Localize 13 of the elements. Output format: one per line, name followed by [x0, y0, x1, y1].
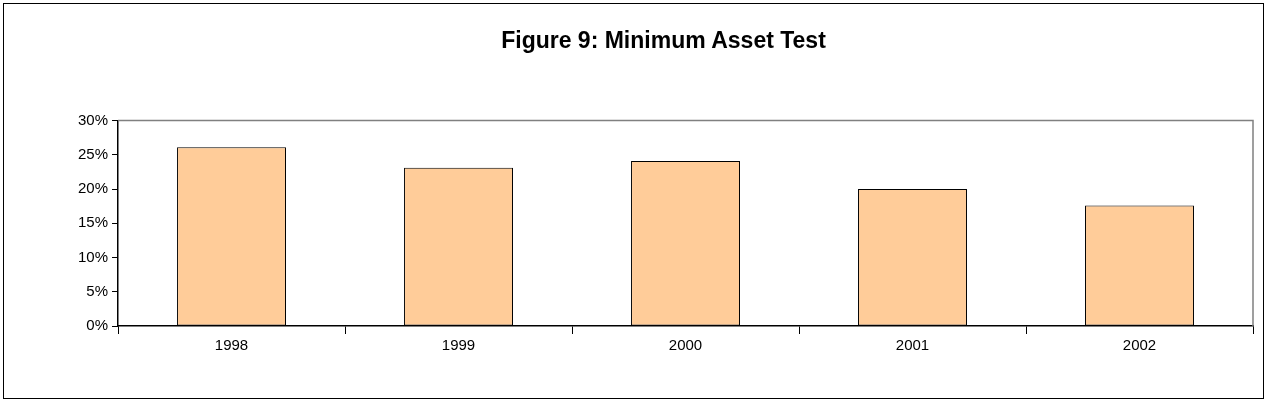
x-tick-label: 2000 [668, 336, 703, 354]
y-tick-label: 10% [77, 247, 109, 265]
x-tick-label: 2002 [1122, 336, 1157, 354]
chart-title: Figure 9: Minimum Asset Test [501, 27, 827, 54]
y-tick-label: 15% [77, 213, 109, 231]
x-tick-label: 2001 [895, 336, 930, 354]
x-tick-label: 1999 [441, 336, 476, 354]
y-tick-label: 20% [77, 179, 109, 197]
y-tick-label: 0% [86, 316, 109, 334]
y-tick-label: 30% [77, 110, 109, 128]
y-tick-label: 25% [77, 144, 109, 162]
x-tick-label: 1998 [214, 336, 249, 354]
y-tick-label: 5% [86, 281, 109, 299]
